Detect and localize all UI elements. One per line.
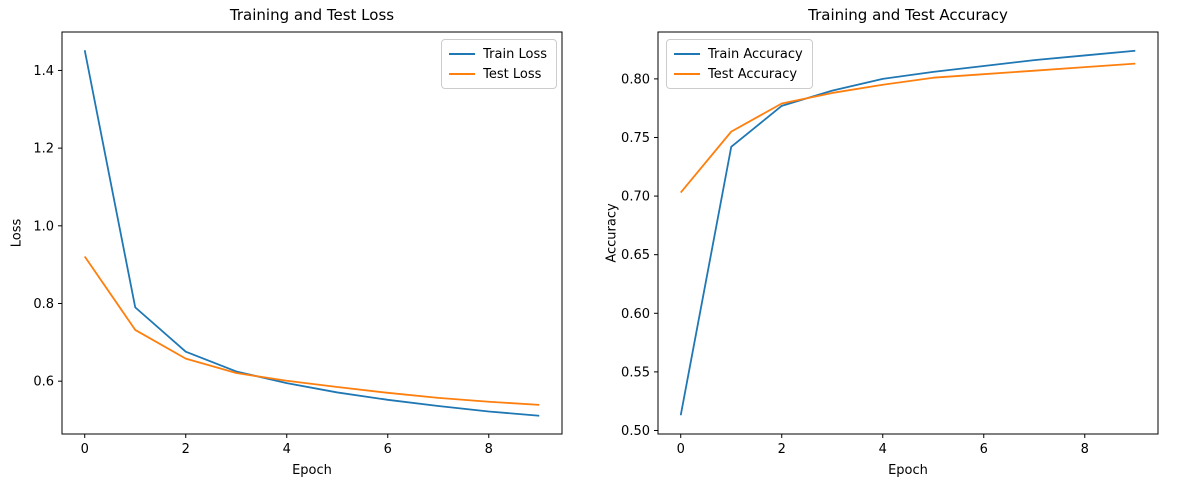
svg-text:2: 2 [778,442,786,457]
loss-legend: Train Loss Test Loss [441,39,557,89]
svg-text:0.80: 0.80 [621,72,650,87]
svg-text:0: 0 [677,442,685,457]
svg-text:4: 4 [879,442,887,457]
svg-text:0.8: 0.8 [33,297,54,312]
test-loss-line-swatch [449,73,476,75]
svg-text:0.6: 0.6 [33,375,54,390]
legend-label-test-loss: Test Loss [483,66,542,82]
test-accuracy-line-swatch [674,73,700,75]
legend-label-train-accuracy: Train Accuracy [708,46,803,62]
svg-text:4: 4 [283,442,291,457]
legend-item-train-loss: Train Loss [449,44,547,64]
svg-text:0.50: 0.50 [621,424,650,439]
svg-text:6: 6 [384,442,392,457]
svg-text:0.60: 0.60 [621,307,650,322]
legend-item-test-accuracy: Test Accuracy [674,64,803,84]
svg-text:8: 8 [1081,442,1089,457]
loss-chart-title: Training and Test Loss [229,6,395,24]
train-accuracy-line-swatch [674,53,700,55]
accuracy-legend: Train Accuracy Test Accuracy [666,39,813,89]
legend-item-test-loss: Test Loss [449,64,547,84]
loss-y-axis-label: Loss [9,218,25,248]
legend-item-train-accuracy: Train Accuracy [674,44,803,64]
accuracy-y-axis-label: Accuracy [604,203,620,263]
svg-text:1.2: 1.2 [33,142,54,157]
svg-text:0.55: 0.55 [621,365,650,380]
svg-text:0.75: 0.75 [621,131,650,146]
svg-text:8: 8 [485,442,493,457]
svg-text:6: 6 [980,442,988,457]
train-loss-line-swatch [449,53,476,55]
accuracy-chart-title: Training and Test Accuracy [808,6,1008,24]
svg-text:1.4: 1.4 [33,64,54,79]
svg-text:0.65: 0.65 [621,248,650,263]
accuracy-x-axis-label: Epoch [888,463,928,478]
loss-x-axis-label: Epoch [292,463,332,478]
legend-label-test-accuracy: Test Accuracy [708,66,798,82]
svg-text:1.0: 1.0 [33,219,54,234]
svg-text:0.70: 0.70 [621,190,650,205]
svg-text:0: 0 [81,442,89,457]
svg-text:2: 2 [182,442,190,457]
legend-label-train-loss: Train Loss [483,46,547,62]
